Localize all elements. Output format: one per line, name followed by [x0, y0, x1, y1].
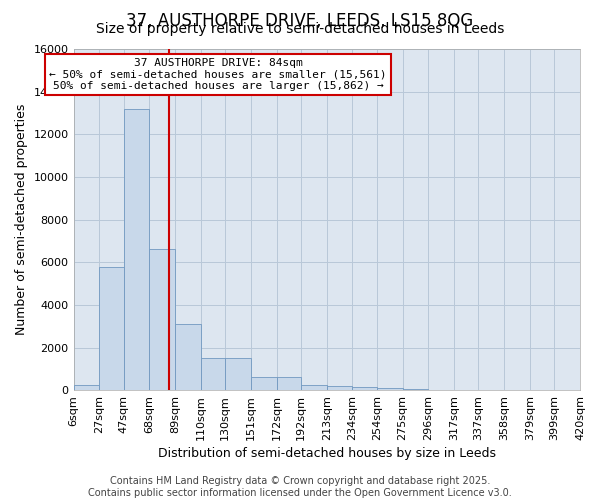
- Bar: [201, 358, 225, 390]
- X-axis label: Distribution of semi-detached houses by size in Leeds: Distribution of semi-detached houses by …: [158, 447, 496, 460]
- Bar: [352, 387, 377, 390]
- Text: 37 AUSTHORPE DRIVE: 84sqm
← 50% of semi-detached houses are smaller (15,561)
50%: 37 AUSTHORPE DRIVE: 84sqm ← 50% of semi-…: [49, 58, 386, 90]
- Bar: [149, 250, 175, 390]
- Text: 37, AUSTHORPE DRIVE, LEEDS, LS15 8QG: 37, AUSTHORPE DRIVE, LEEDS, LS15 8QG: [127, 12, 473, 30]
- Bar: [277, 378, 301, 390]
- Bar: [74, 385, 99, 390]
- Text: Contains HM Land Registry data © Crown copyright and database right 2025.
Contai: Contains HM Land Registry data © Crown c…: [88, 476, 512, 498]
- Text: Size of property relative to semi-detached houses in Leeds: Size of property relative to semi-detach…: [96, 22, 504, 36]
- Bar: [251, 378, 277, 390]
- Bar: [327, 386, 352, 390]
- Bar: [124, 108, 149, 390]
- Bar: [99, 266, 124, 390]
- Bar: [175, 324, 201, 390]
- Bar: [403, 389, 428, 390]
- Y-axis label: Number of semi-detached properties: Number of semi-detached properties: [15, 104, 28, 336]
- Bar: [377, 388, 403, 390]
- Bar: [301, 385, 327, 390]
- Bar: [225, 358, 251, 390]
